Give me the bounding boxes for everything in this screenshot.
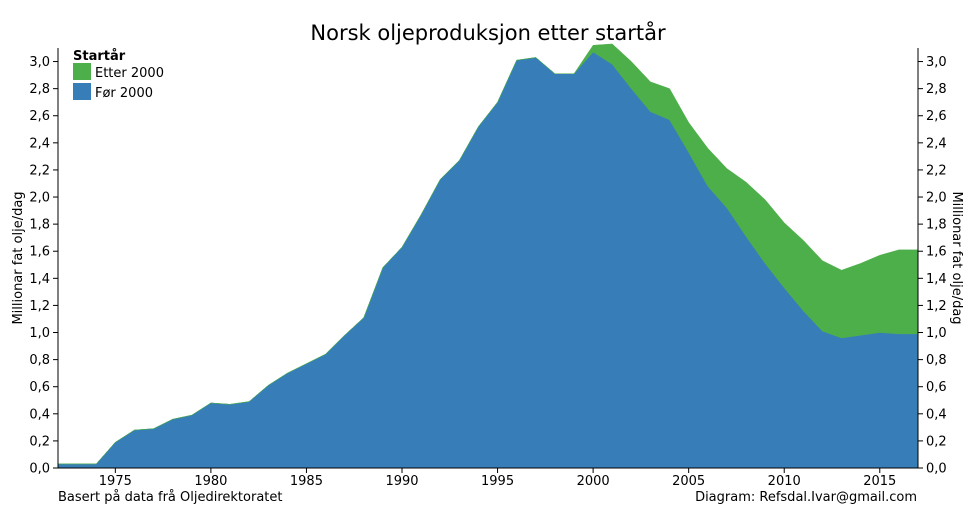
x-tick-label: 1990 — [385, 474, 418, 489]
y-tick-label-left: 2,6 — [29, 109, 50, 124]
y-tick-label-left: 2,0 — [29, 191, 50, 206]
y-tick-label-left: 1,4 — [29, 272, 50, 287]
y-tick-label-left: 0,4 — [29, 407, 50, 422]
x-tick-label: 1995 — [481, 474, 514, 489]
y-axis-label-right: Millionar fat olje/dag — [949, 191, 964, 324]
y-tick-label-right: 1,0 — [926, 326, 947, 341]
y-tick-label-right: 1,6 — [926, 245, 947, 260]
y-tick-label-right: 0,6 — [926, 380, 947, 395]
y-tick-label-right: 2,4 — [926, 136, 947, 151]
legend-label-etter-2000: Etter 2000 — [95, 66, 164, 81]
y-tick-label-left: 0,8 — [29, 353, 50, 368]
x-tick-label: 1985 — [290, 474, 323, 489]
y-tick-label-left: 3,0 — [29, 55, 50, 70]
y-tick-label-right: 3,0 — [926, 55, 947, 70]
y-tick-label-left: 2,4 — [29, 136, 50, 151]
x-tick-label: 2015 — [863, 474, 896, 489]
y-tick-label-right: 2,0 — [926, 191, 947, 206]
y-tick-label-right: 2,8 — [926, 82, 947, 97]
footer-source: Basert på data frå Oljedirektoratet — [58, 490, 283, 505]
legend-swatch-for-2000 — [73, 83, 91, 100]
y-tick-label-left: 0,2 — [29, 434, 50, 449]
footer-credit: Diagram: Refsdal.Ivar@gmail.com — [695, 490, 917, 505]
y-tick-label-right: 1,2 — [926, 299, 947, 314]
y-tick-label-left: 0,0 — [29, 462, 50, 477]
y-tick-label-left: 1,0 — [29, 326, 50, 341]
legend-title: Startår — [73, 49, 126, 64]
x-tick-label: 2000 — [577, 474, 610, 489]
y-tick-label-right: 0,2 — [926, 434, 947, 449]
y-tick-label-left: 0,6 — [29, 380, 50, 395]
y-tick-label-left: 1,6 — [29, 245, 50, 260]
x-tick-label: 2010 — [768, 474, 801, 489]
y-tick-label-left: 2,8 — [29, 82, 50, 97]
y-tick-label-right: 2,6 — [926, 109, 947, 124]
y-tick-label-right: 0,0 — [926, 462, 947, 477]
x-tick-label: 1980 — [194, 474, 227, 489]
y-tick-label-left: 1,2 — [29, 299, 50, 314]
y-tick-label-left: 2,2 — [29, 163, 50, 178]
y-tick-label-right: 2,2 — [926, 163, 947, 178]
y-tick-label-right: 0,8 — [926, 353, 947, 368]
x-tick-label: 1975 — [99, 474, 132, 489]
chart-areas — [57, 43, 919, 469]
y-tick-label-right: 1,4 — [926, 272, 947, 287]
legend: Startår Etter 2000 Før 2000 — [73, 49, 164, 101]
y-tick-label-left: 1,8 — [29, 218, 50, 233]
chart-axes: 0,0 0,0 0,2 0,2 0,4 0,4 0,6 0,6 0,8 0,8 1,0 1,0 1,2 1… — [29, 48, 947, 489]
legend-swatch-etter-2000 — [73, 63, 91, 80]
legend-label-for-2000: Før 2000 — [95, 86, 153, 101]
x-tick-label: 2005 — [672, 474, 705, 489]
y-tick-label-right: 0,4 — [926, 407, 947, 422]
chart-title: Norsk oljeproduksjon etter startår — [310, 20, 666, 45]
y-tick-label-right: 1,8 — [926, 218, 947, 233]
y-axis-label-left: Millionar fat olje/dag — [11, 191, 26, 324]
